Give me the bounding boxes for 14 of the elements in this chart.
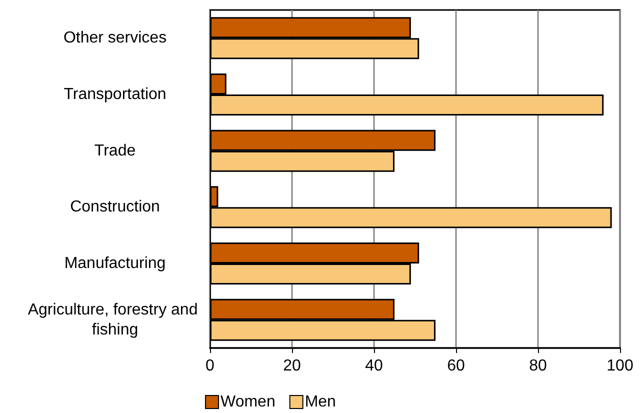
x-tick-label: 60 (447, 358, 465, 374)
x-tick-label: 0 (206, 358, 215, 374)
y-tick-label: Trade (94, 142, 136, 160)
y-tick-label: Other services (63, 30, 167, 47)
x-tick-label: 20 (283, 358, 301, 374)
legend-label: Women (220, 394, 276, 410)
y-tick-label: Construction (70, 198, 160, 216)
y-tick-label: Agriculture, forestry and fishing (28, 301, 202, 338)
x-tick-label: 100 (606, 358, 634, 374)
y-tick-label: Manufacturing (64, 255, 166, 272)
legend-label: Men (304, 394, 336, 410)
y-tick-label: Transportation (64, 86, 166, 103)
x-tick-label: 40 (365, 358, 383, 374)
x-tick-label: 80 (529, 358, 547, 374)
